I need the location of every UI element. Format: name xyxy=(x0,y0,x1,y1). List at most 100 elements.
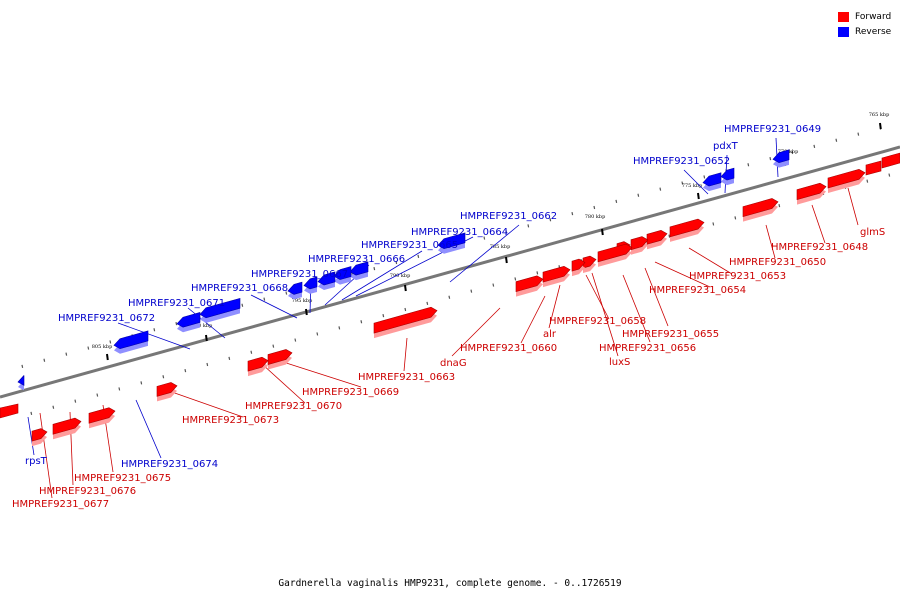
tick-dot xyxy=(373,266,376,271)
gene-face xyxy=(247,356,269,372)
leader-line xyxy=(117,322,191,350)
tick-dot xyxy=(162,375,165,379)
gene-label: HMPREF9231_0668 xyxy=(191,283,288,294)
tick-dot xyxy=(241,303,244,307)
tick-dot xyxy=(52,405,55,409)
tick-dot xyxy=(404,307,407,312)
gene-label: HMPREF9231_0664 xyxy=(411,227,508,238)
tick-dot xyxy=(74,399,77,403)
gene-block-HMPREF9231_0655 xyxy=(630,236,649,255)
leader-line xyxy=(847,187,859,226)
gene-label: glmS xyxy=(860,227,885,238)
gene-face xyxy=(646,230,668,245)
tick-dot xyxy=(791,150,794,155)
gene-face xyxy=(31,428,48,442)
tick-dot xyxy=(43,358,46,362)
gene-face xyxy=(796,182,827,201)
gene-label: HMPREF9231_0649 xyxy=(724,124,821,135)
tick-dot xyxy=(747,163,750,167)
tick-dot xyxy=(250,350,253,354)
tick-dot xyxy=(615,199,618,204)
tick-dot xyxy=(206,362,209,367)
gene-label: luxS xyxy=(609,357,630,368)
kbp-tick-mark xyxy=(106,353,109,361)
gene-face xyxy=(772,149,790,163)
gene-label: HMPREF9231_0650 xyxy=(729,257,826,268)
genome-backbone xyxy=(0,145,900,399)
gene-block-HMPREF9231_0672 xyxy=(176,312,201,333)
kbp-tick-label: 800 kbp xyxy=(192,323,213,329)
gene-face xyxy=(597,243,633,263)
tick-dot xyxy=(175,321,178,326)
leader-line xyxy=(261,363,306,404)
gene-label: HMPREF9231_0655 xyxy=(622,329,719,340)
gene-face xyxy=(515,275,544,293)
gene-block-HMPREF9231_0653 xyxy=(669,218,705,242)
gene-block-HMPREF9231_0676 xyxy=(52,417,82,440)
tick-dot xyxy=(549,218,552,222)
kbp-tick-mark xyxy=(505,256,508,264)
tick-dot xyxy=(294,338,297,342)
kbp-tick-mark xyxy=(601,228,604,236)
gene-face xyxy=(702,172,722,187)
tick-dot xyxy=(285,291,288,295)
tick-dot xyxy=(21,364,24,369)
tick-dot xyxy=(492,283,495,287)
gene-block-HMPREF9231_0658 xyxy=(582,255,597,274)
kbp-tick-mark xyxy=(404,284,407,292)
tick-dot xyxy=(426,301,429,306)
leader-line xyxy=(688,247,733,275)
gene-label: HMPREF9231_0665 xyxy=(361,240,458,251)
gene-block-alr xyxy=(571,258,586,277)
gene-face xyxy=(287,281,303,295)
gene-label: HMPREF9231_0669 xyxy=(302,387,399,398)
map-caption: Gardnerella vaginalis HMP9231, complete … xyxy=(278,578,622,589)
gene-label: HMPREF9231_0663 xyxy=(358,372,455,383)
leader-line xyxy=(622,274,651,343)
gene-label: HMPREF9231_0677 xyxy=(12,499,109,510)
tick-dot xyxy=(448,295,451,299)
kbp-tick-label: 785 kbp xyxy=(490,244,511,250)
gene-label: alr xyxy=(543,329,557,340)
tick-dot xyxy=(505,230,508,234)
leader-line xyxy=(403,337,408,372)
kbp-tick-label: 775 kbp xyxy=(682,183,703,189)
gene-face xyxy=(669,218,705,238)
tick-dot xyxy=(769,156,772,161)
leader-line xyxy=(449,224,520,283)
legend: Forward Reverse xyxy=(838,9,891,39)
gene-block-HMPREF9231_0669 xyxy=(267,349,293,370)
tick-dot xyxy=(703,175,706,179)
leader-line xyxy=(451,307,501,357)
gene-face xyxy=(827,169,866,189)
legend-swatch-forward xyxy=(838,11,849,22)
gene-block-HMPREF9231_0667 xyxy=(303,276,318,294)
gene-face xyxy=(437,232,466,250)
leader-line xyxy=(279,360,362,388)
leader-line xyxy=(654,261,711,288)
tick-dot xyxy=(813,144,816,149)
gene-label: HMPREF9231_0656 xyxy=(599,343,696,354)
tick-dot xyxy=(272,344,275,348)
gene-face xyxy=(156,382,178,397)
gene-label: dnaG xyxy=(440,358,467,369)
gene-block-HMPREF9231_0648 xyxy=(796,182,827,205)
tick-dot xyxy=(395,260,398,265)
tick-dot xyxy=(681,181,684,185)
gene-block-glmS xyxy=(827,169,866,193)
tick-dot xyxy=(30,411,33,416)
tick-dot xyxy=(888,173,891,177)
kbp-tick-label: 780 kbp xyxy=(585,214,606,220)
gene-label: HMPREF9231_0654 xyxy=(649,285,746,296)
gene-block-pdxT xyxy=(720,167,735,186)
tick-dot xyxy=(118,387,121,391)
gene-label: HMPREF9231_0673 xyxy=(182,415,279,426)
leader-line xyxy=(585,274,610,320)
leader-line xyxy=(135,399,162,459)
tick-dot xyxy=(140,381,143,385)
tick-dot xyxy=(109,340,112,344)
tick-dot xyxy=(514,277,517,281)
tick-dot xyxy=(778,203,781,208)
gene-block-HMPREF9231_0675 xyxy=(88,407,116,429)
